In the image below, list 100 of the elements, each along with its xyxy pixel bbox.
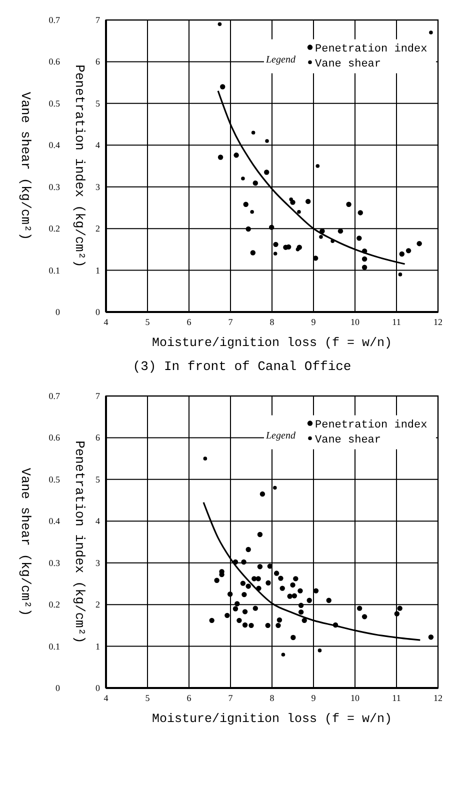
point [312,256,318,261]
point [232,606,238,612]
point [266,580,271,586]
point [356,606,362,611]
point [287,594,292,599]
x-tick-label: 9 [311,317,316,327]
x-tick-label: 11 [392,693,401,703]
y2-tick-label: 0.4 [48,140,60,150]
point [286,244,292,250]
point [214,578,220,583]
point [316,164,320,168]
point [241,559,246,565]
y2-tick-label: 0 [56,683,60,693]
point [218,154,224,160]
point [346,202,352,207]
point [265,622,270,628]
y2-tick-label: 0.4 [48,516,60,526]
point [280,586,285,591]
point [240,580,246,586]
y-axis-title: Penetration index (kg/cm²) [72,64,87,268]
x-axis-title: Moisture/ignition loss (f = w/n) [152,336,392,350]
y2-tick-label: 0.2 [48,600,60,610]
point [298,588,303,594]
text: (3) In front of Canal Office [132,359,352,374]
point [209,618,214,624]
y-tick-label: 2 [96,600,100,610]
y-tick-label: 7 [96,15,100,25]
y-tick-label: 5 [96,98,100,108]
x-tick-label: 4 [104,317,109,327]
y2-tick-label: 0.7 [48,391,60,401]
point [428,634,434,640]
point [243,202,248,207]
point [326,598,332,603]
y2-axis-title: Vane shear (kg/cm²) [18,468,33,616]
point [246,546,251,552]
x-tick-label: 6 [186,317,192,327]
y-axis-title: Penetration index (kg/cm²) [72,440,87,644]
point [234,152,239,158]
point [278,576,284,581]
point [319,235,323,239]
legend-label: Vane shear [315,434,382,446]
y-tick-label: 0 [96,683,100,693]
point [289,197,293,202]
legend-title: Legend [265,54,296,66]
x-tick-label: 9 [311,693,316,703]
point [416,240,422,246]
legend-title: Legend [265,430,296,442]
point [264,170,270,175]
point [306,598,312,603]
y2-tick-label: 0.2 [48,224,60,234]
point [220,84,226,90]
point [246,584,251,589]
x-tick-label: 5 [145,317,150,327]
x-tick-label: 10 [350,693,360,703]
point [250,210,254,214]
point [274,570,280,576]
y-tick-label: 1 [96,265,100,276]
point [218,22,222,26]
y2-tick-label: 0 [56,307,60,317]
point [293,576,298,582]
point [246,226,251,232]
x-tick-label: 7 [228,317,234,327]
point [242,622,248,628]
y2-tick-label: 0.1 [48,641,60,652]
y2-tick-label: 0.5 [48,474,60,484]
y-tick-label: 6 [96,432,100,443]
y2-tick-label: 0.5 [48,98,60,108]
point [251,130,256,135]
point [257,532,263,538]
x-tick-label: 12 [434,693,442,703]
y-tick-label: 2 [96,224,100,234]
x-tick-label: 10 [350,317,360,327]
point [234,601,240,606]
point [227,592,233,597]
y2-tick-label: 0.6 [48,432,60,443]
point [290,634,296,640]
y-tick-label: 4 [96,516,100,526]
point [297,210,301,214]
y-tick-label: 4 [96,140,100,150]
x-tick-label: 7 [228,693,234,703]
point [292,593,298,598]
y2-axis-title: Vane shear (kg/cm²) [18,92,33,240]
y-tick-label: 5 [96,474,100,484]
point [429,30,433,34]
point [252,606,258,611]
point [394,611,400,616]
point [242,609,248,614]
point [318,648,322,652]
x-axis-title: Moisture/ignition loss (f = w/n) [152,712,392,726]
y2-tick-label: 0.3 [48,558,60,568]
point [273,252,278,256]
x-tick-label: 8 [270,693,275,703]
legend-label: Penetration index [315,43,428,56]
point [298,609,304,615]
y2-tick-label: 0.1 [48,265,60,276]
point [397,606,402,611]
legend-label: Penetration index [315,419,428,432]
point [257,564,263,570]
y2-tick-label: 0.6 [48,56,60,67]
x-tick-label: 5 [145,693,150,703]
